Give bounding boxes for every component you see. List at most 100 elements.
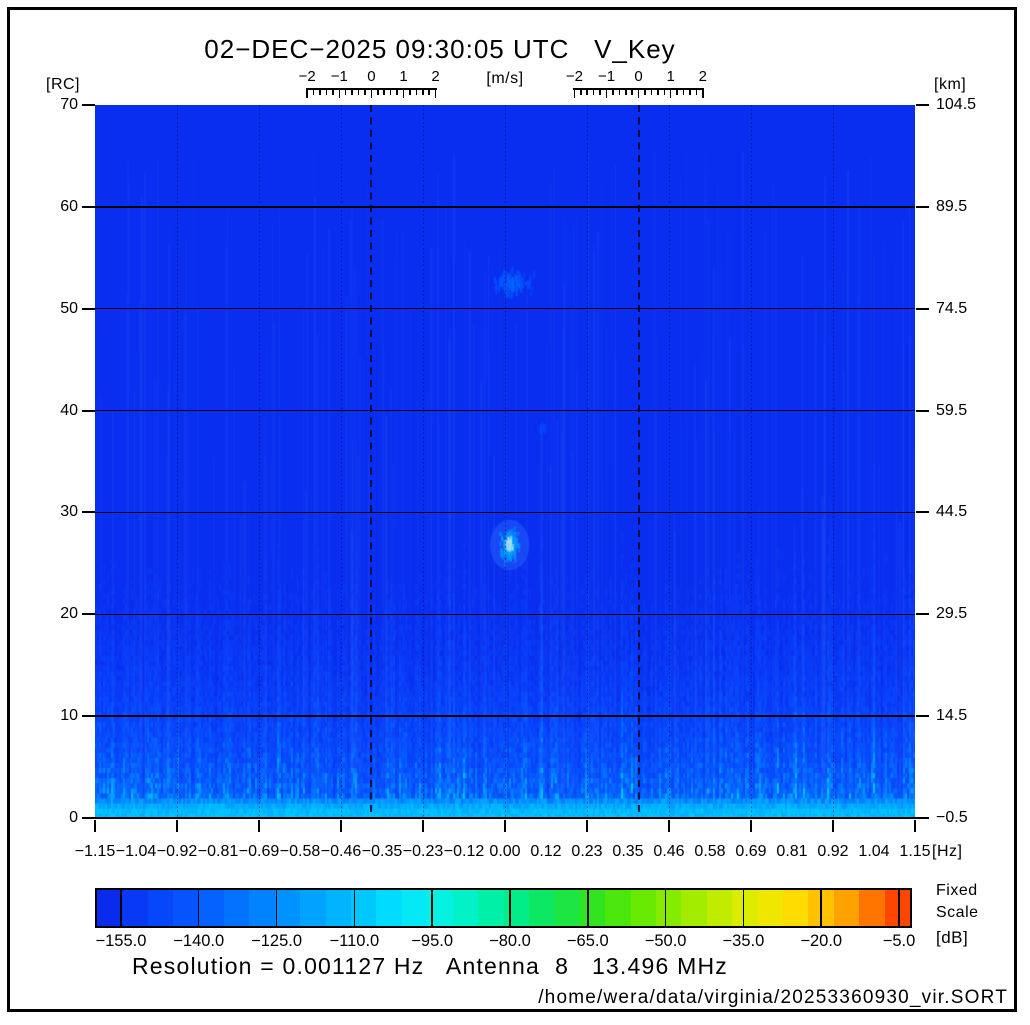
colorbar-block	[655, 890, 682, 926]
bottom-axis-tick-label: 1.04	[858, 843, 890, 860]
bottom-axis-tick-label: 0.00	[489, 843, 521, 860]
left-axis-tick-label: 20	[60, 605, 78, 623]
colorbar-mode-line1: Fixed	[936, 882, 978, 899]
colorbar-tick	[587, 888, 589, 928]
ms-ruler-tick	[605, 89, 608, 98]
ms-ruler-tick	[344, 89, 347, 95]
right-axis-tick-label: 104.5	[936, 96, 977, 113]
bottom-axis-tick-label: −0.23	[402, 843, 444, 860]
bottom-axis-tick	[340, 820, 342, 832]
left-axis-tick	[82, 715, 95, 718]
ms-ruler-tick	[389, 89, 392, 95]
bottom-axis-tick	[750, 820, 752, 832]
ms-ruler-tick-label: 1	[399, 68, 408, 85]
bottom-axis-tick	[176, 820, 178, 832]
bottom-axis-tick	[422, 820, 424, 832]
ms-ruler-tick	[428, 89, 430, 95]
ms-ruler-tick	[351, 89, 353, 95]
colorbar-block	[884, 890, 910, 926]
ms-ruler-tick	[573, 89, 576, 98]
grid-line-dotted-vertical	[258, 105, 260, 818]
colorbar-block	[859, 890, 885, 926]
ms-ruler-baseline	[306, 88, 437, 90]
left-axis-tick	[82, 307, 95, 310]
bottom-axis-tick-label: −0.81	[197, 843, 239, 860]
bottom-axis-tick	[94, 820, 96, 832]
ms-ruler-tick	[312, 89, 315, 95]
left-axis-tick	[82, 511, 95, 514]
ms-ruler-tick	[682, 89, 685, 95]
ms-ruler-tick-label: 2	[431, 68, 440, 85]
left-axis-tick	[82, 409, 95, 412]
grid-line-horizontal	[95, 409, 915, 412]
bottom-axis-tick-label: −0.58	[279, 843, 321, 860]
colorbar-block	[249, 890, 275, 926]
colorbar-mode-line2: Scale	[936, 904, 979, 921]
resolution-info: Resolution = 0.001127 Hz Antenna 8 13.49…	[132, 953, 728, 979]
ms-ruler-tick	[338, 89, 341, 98]
colorbar-block	[782, 890, 809, 926]
ms-ruler-tick-label: 1	[666, 68, 675, 85]
bottom-axis-tick-label: 0.35	[612, 843, 644, 860]
colorbar-tick	[275, 888, 278, 928]
ms-ruler-tick	[434, 89, 437, 98]
grid-line-dotted-vertical	[340, 105, 342, 818]
ms-ruler-tick	[618, 89, 621, 95]
colorbar-block	[579, 890, 606, 926]
left-axis-tick	[82, 817, 95, 819]
right-axis-tick-label: 74.5	[936, 299, 968, 317]
ms-ruler-tick	[402, 89, 405, 98]
colorbar-tick-label: −50.0	[644, 932, 687, 950]
right-axis-tick	[916, 307, 929, 310]
bottom-axis-unit: [Hz]	[932, 843, 963, 860]
colorbar-tick-label: −35.0	[722, 932, 765, 950]
ms-ruler-tick-label: −2	[298, 68, 316, 85]
ms-ruler-tick	[415, 89, 418, 95]
ms-ruler-tick	[409, 89, 411, 95]
bottom-axis-tick	[914, 820, 916, 832]
colorbar-tick	[197, 888, 200, 928]
colorbar-block	[401, 890, 428, 926]
colorbar-tick-label: −155.0	[95, 932, 147, 950]
ms-ruler-tick	[625, 89, 627, 95]
ms-ruler-tick	[357, 89, 360, 95]
right-axis-tick	[916, 613, 929, 616]
left-axis-tick-label: 40	[60, 401, 78, 419]
bottom-axis-tick-label: 1.15	[899, 843, 931, 860]
colorbar-block	[528, 890, 555, 926]
ms-ruler-tick-label: −1	[597, 68, 616, 85]
bottom-axis-tick-label: −0.92	[156, 843, 198, 860]
colorbar-block	[147, 890, 174, 926]
ms-ruler-tick	[695, 89, 698, 95]
ms-ruler-tick	[650, 89, 653, 95]
right-axis-tick	[916, 817, 929, 819]
ms-ruler-tick	[637, 89, 640, 98]
left-axis-tick-label: 70	[60, 96, 78, 113]
grid-line-dotted-vertical	[422, 105, 424, 818]
colorbar-block	[376, 890, 402, 926]
colorbar-tick	[431, 888, 433, 928]
bottom-axis-tick-label: 0.23	[571, 843, 603, 860]
bottom-axis-tick	[586, 820, 588, 832]
right-axis-tick	[916, 409, 929, 412]
left-axis-unit: [RC]	[46, 76, 80, 93]
colorbar-block	[478, 890, 504, 926]
ms-ruler-tick	[586, 89, 588, 95]
bottom-axis-tick-label: 0.69	[735, 843, 767, 860]
left-axis-tick-label: 50	[60, 299, 78, 317]
colorbar-tick	[120, 888, 122, 928]
colorbar-block	[503, 890, 529, 926]
ms-ruler-tick	[580, 89, 582, 95]
left-axis-tick	[82, 104, 95, 106]
plot-title: 02−DEC−2025 09:30:05 UTC V_Key	[204, 34, 676, 64]
grid-line-horizontal	[95, 613, 915, 616]
ms-ruler-tick	[592, 89, 595, 95]
bottom-axis-tick-label: 0.92	[817, 843, 849, 860]
colorbar-tick-label: −140.0	[173, 932, 225, 950]
colorbar-block	[173, 890, 199, 926]
ms-ruler-tick	[325, 89, 328, 95]
right-axis-unit: [km]	[934, 76, 967, 93]
right-axis-tick-label: 59.5	[936, 401, 968, 419]
grid-line-dotted-vertical	[832, 105, 834, 818]
